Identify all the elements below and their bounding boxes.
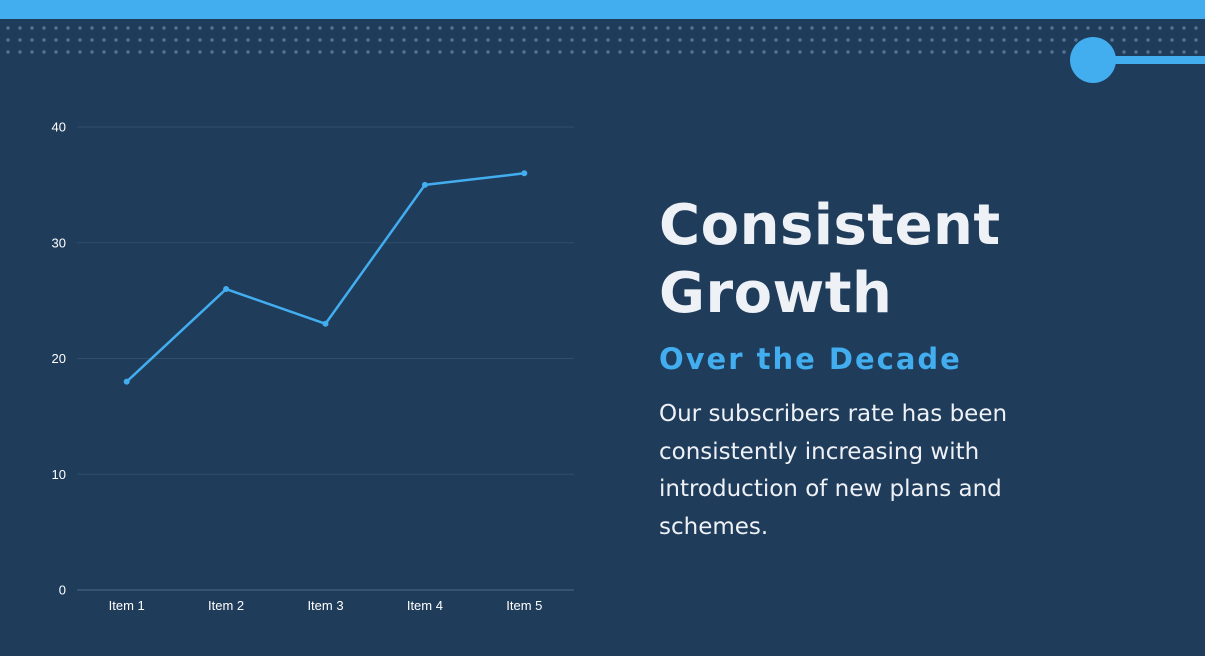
data-point [322, 320, 329, 327]
series-line [125, 172, 525, 383]
x-tick-label: Item 3 [307, 598, 343, 613]
series-layer [123, 170, 528, 385]
x-tick-label: Item 5 [506, 598, 542, 613]
title-line-1: Consistent [659, 193, 1001, 258]
accent-line [1100, 56, 1205, 64]
y-tick-label: 30 [52, 235, 66, 250]
top-accent-bar [0, 0, 1205, 19]
x-tick-label: Item 1 [109, 598, 145, 613]
title-line-2: Growth [659, 261, 893, 326]
page-subtitle: Over the Decade [659, 342, 962, 376]
data-point [123, 378, 130, 385]
description-text: Our subscribers rate has been consistent… [659, 401, 1008, 540]
y-tick-label: 10 [52, 467, 66, 482]
dot-pattern-band [0, 19, 1205, 60]
axis-labels: 0 10 20 30 40 Item 1 Item 2 Item 3 Item 4 Item 5 [52, 120, 543, 614]
accent-circle [1070, 37, 1116, 83]
line-chart: 0 10 20 30 40 Item 1 Item 2 Item 3 Item 4 Item 5 [52, 120, 574, 614]
y-tick-label: 40 [52, 120, 66, 135]
x-tick-label: Item 2 [208, 598, 244, 613]
x-tick-label: Item 4 [407, 598, 443, 613]
data-point [223, 286, 230, 293]
page-title: Consistent Growth [659, 192, 1159, 328]
data-point [421, 181, 428, 188]
data-point [521, 170, 528, 177]
y-tick-label: 20 [52, 351, 66, 366]
grid-lines [77, 126, 574, 591]
y-tick-label: 0 [59, 583, 66, 598]
